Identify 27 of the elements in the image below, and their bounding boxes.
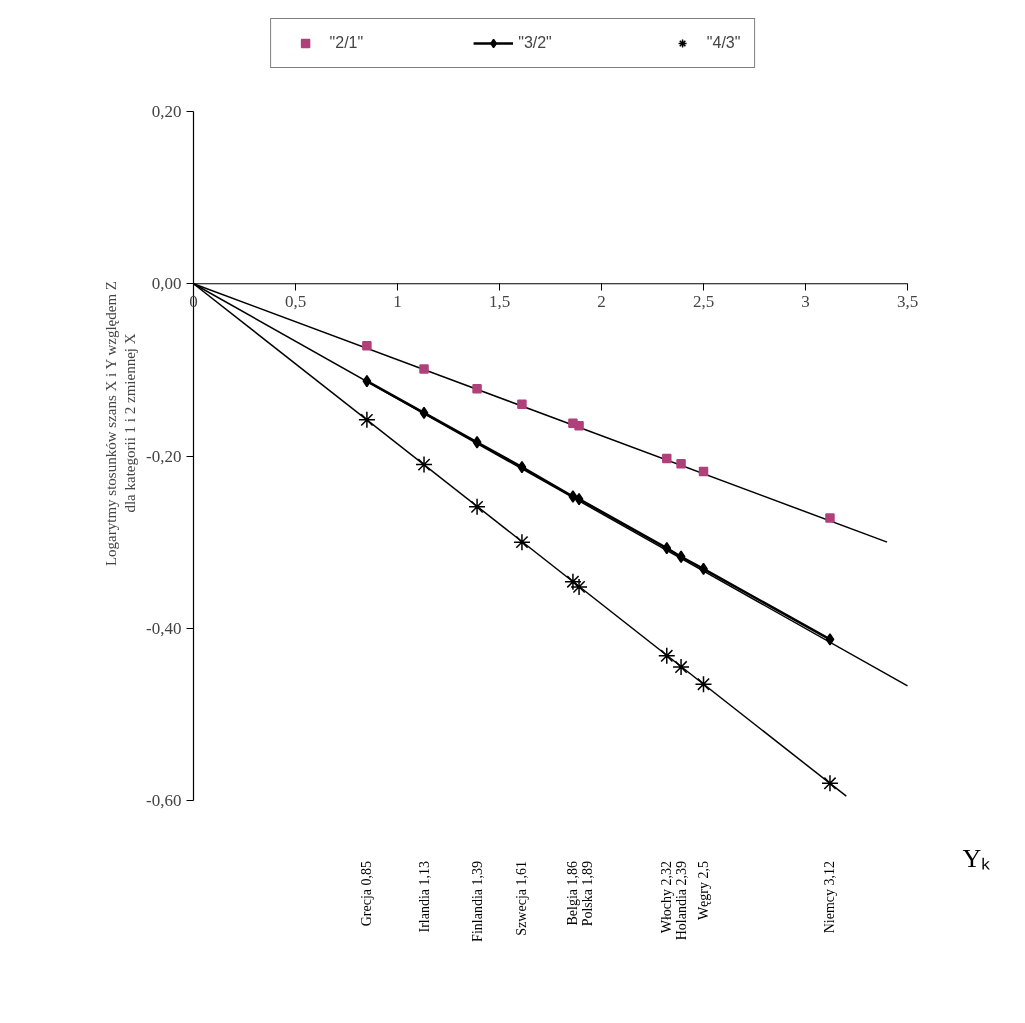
x-tick-label: 3 [801,291,810,311]
x-tick-label: 1 [393,291,402,311]
legend-label: "4/3" [706,34,741,52]
text: Polska 1,89 [580,860,596,927]
text: Irlandia 1,13 [416,861,432,933]
text: Grecja 0,85 [359,860,375,927]
y-tick-label: 0,20 [151,102,182,121]
x-tick-label: 1,5 [488,291,511,311]
text: Niemcy 3,12 [822,860,838,934]
y-axis-title: Logarytmy stosunków szans X i Y względem Z dla kategorii 1 i 2 zmiennej X [102,281,139,567]
text: Holandia 2,39 [674,860,690,941]
text: Węgry 2,5 [696,861,711,921]
x-tick-label: 3,5 [896,291,919,311]
x-tick-label: 2,5 [692,291,715,311]
x-tick-label: 0,5 [284,291,307,311]
text: Belgia 1,86 [565,861,581,926]
y-tick-label: -0,60 [146,791,182,810]
text: Włochy 2,32 [659,860,675,934]
x-tick-label: 2 [597,291,606,311]
text: Szwecja 1,61 [514,860,530,936]
y-tick-label: 0,00 [151,274,182,294]
text: Finlandia 1,39 [469,860,485,942]
legend-label: "3/2" [518,34,552,52]
legend-label: "2/1" [329,34,364,52]
y-tick-label: -0,20 [146,446,182,466]
y-tick-label: -0,40 [146,618,182,638]
x-axis-title: Υₖ [962,844,991,873]
